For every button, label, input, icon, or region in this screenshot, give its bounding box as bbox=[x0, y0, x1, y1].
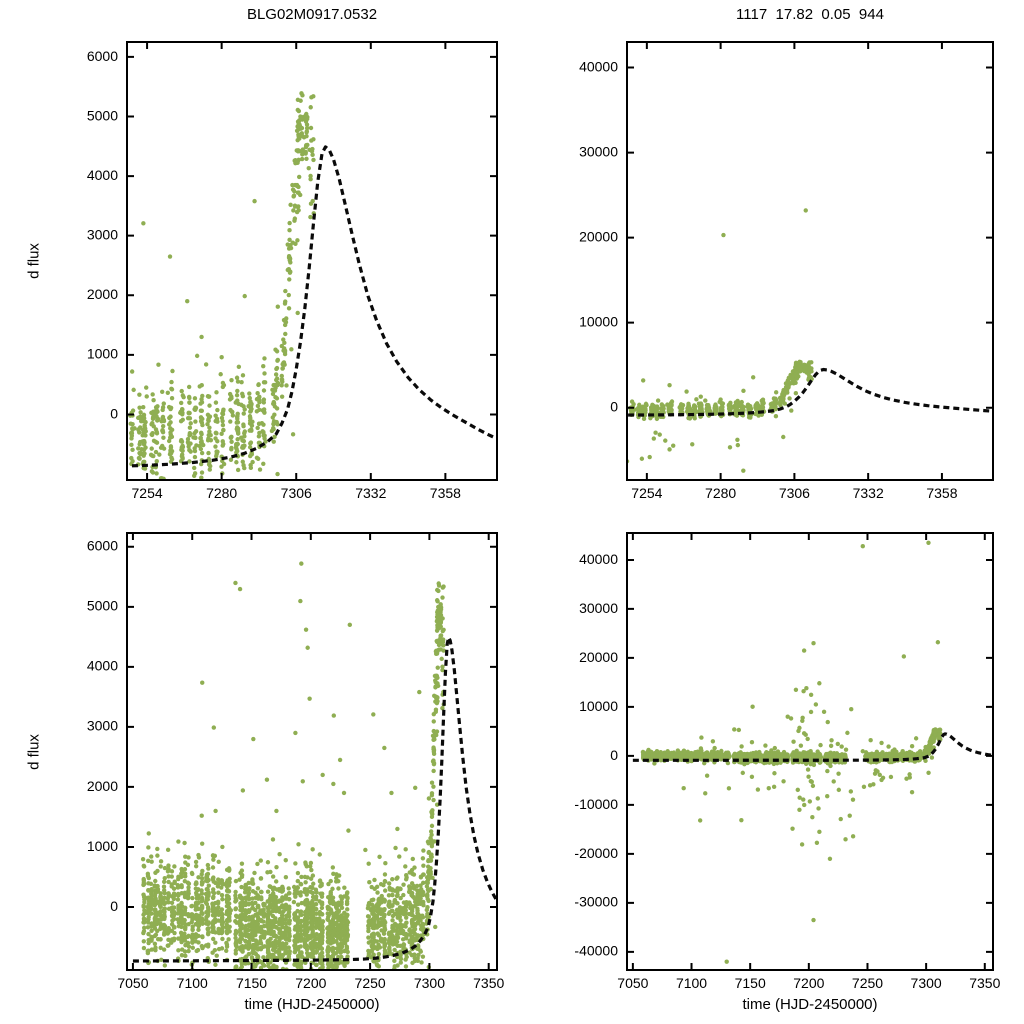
x-axis-label-left: time (HJD-2450000) bbox=[244, 996, 380, 1013]
y-axis-label-top: d flux bbox=[25, 243, 43, 279]
x-axis-label-right: time (HJD-2450000) bbox=[742, 996, 878, 1013]
panel-title-left: BLG02M0917.0532 bbox=[246, 6, 378, 23]
y-axis-label-bottom: d flux bbox=[25, 734, 43, 770]
panel-title-right: 1117 17.82 0.05 944 bbox=[736, 6, 884, 23]
